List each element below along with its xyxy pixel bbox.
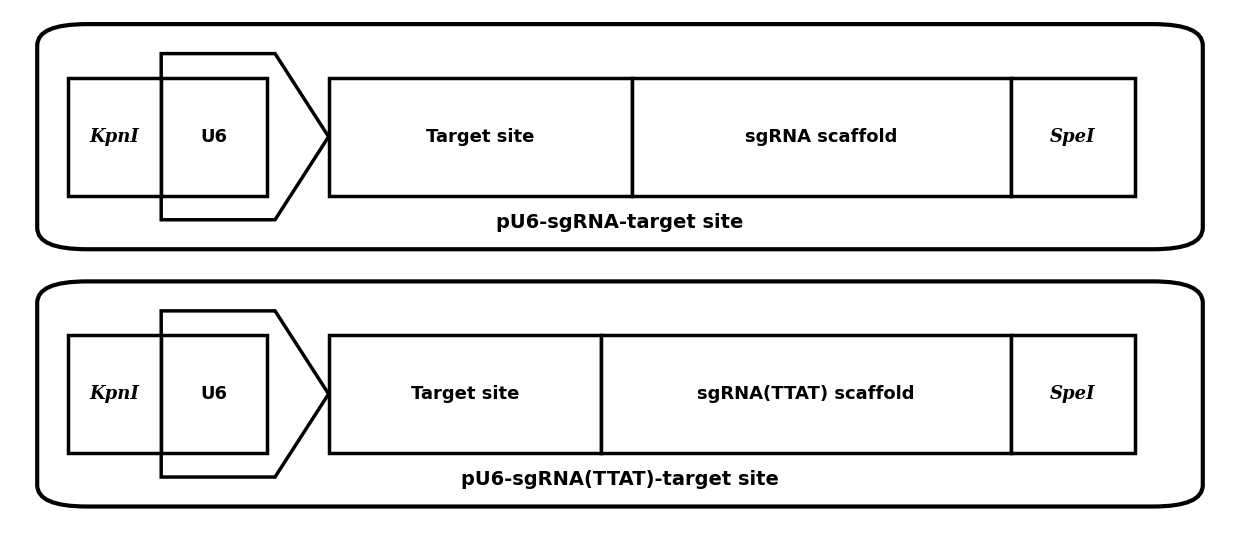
Text: KpnI: KpnI	[89, 385, 140, 403]
Bar	[161, 335, 267, 453]
Text: Target site: Target site	[427, 128, 534, 146]
Bar	[329, 78, 632, 196]
Polygon shape	[161, 54, 329, 220]
Text: sgRNA scaffold: sgRNA scaffold	[745, 128, 898, 146]
FancyBboxPatch shape	[37, 281, 1203, 507]
Bar	[161, 78, 267, 196]
Bar	[601, 335, 1011, 453]
Text: U6: U6	[201, 128, 227, 146]
Bar	[1011, 335, 1135, 453]
Text: U6: U6	[201, 385, 227, 403]
Bar	[68, 335, 161, 453]
Text: KpnI: KpnI	[89, 128, 140, 146]
Text: sgRNA(TTAT) scaffold: sgRNA(TTAT) scaffold	[697, 385, 915, 403]
Text: pU6-sgRNA(TTAT)-target site: pU6-sgRNA(TTAT)-target site	[461, 470, 779, 489]
Text: SpeI: SpeI	[1050, 128, 1095, 146]
Bar	[632, 78, 1011, 196]
Bar	[329, 335, 601, 453]
Text: Target site: Target site	[410, 385, 520, 403]
Bar	[68, 78, 161, 196]
FancyBboxPatch shape	[37, 24, 1203, 249]
Text: SpeI: SpeI	[1050, 385, 1095, 403]
Polygon shape	[161, 311, 329, 477]
Text: pU6-sgRNA-target site: pU6-sgRNA-target site	[496, 213, 744, 232]
Bar	[1011, 78, 1135, 196]
